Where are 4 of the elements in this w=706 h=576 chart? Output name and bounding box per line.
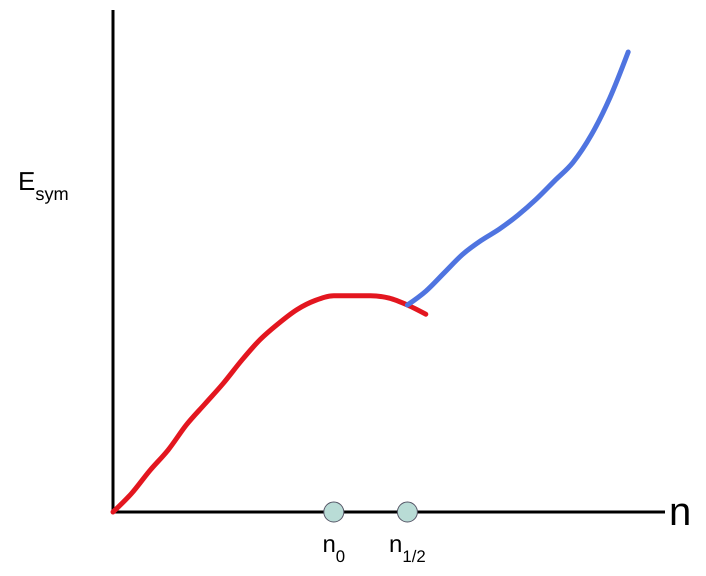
y-axis-title: E$_{sym}$ — [18, 166, 69, 204]
x-axis-title: n — [669, 490, 692, 534]
x-tick-label: n$_{1/2}$ — [389, 531, 426, 566]
x-tick-label: n$_{0}$ — [322, 531, 346, 566]
